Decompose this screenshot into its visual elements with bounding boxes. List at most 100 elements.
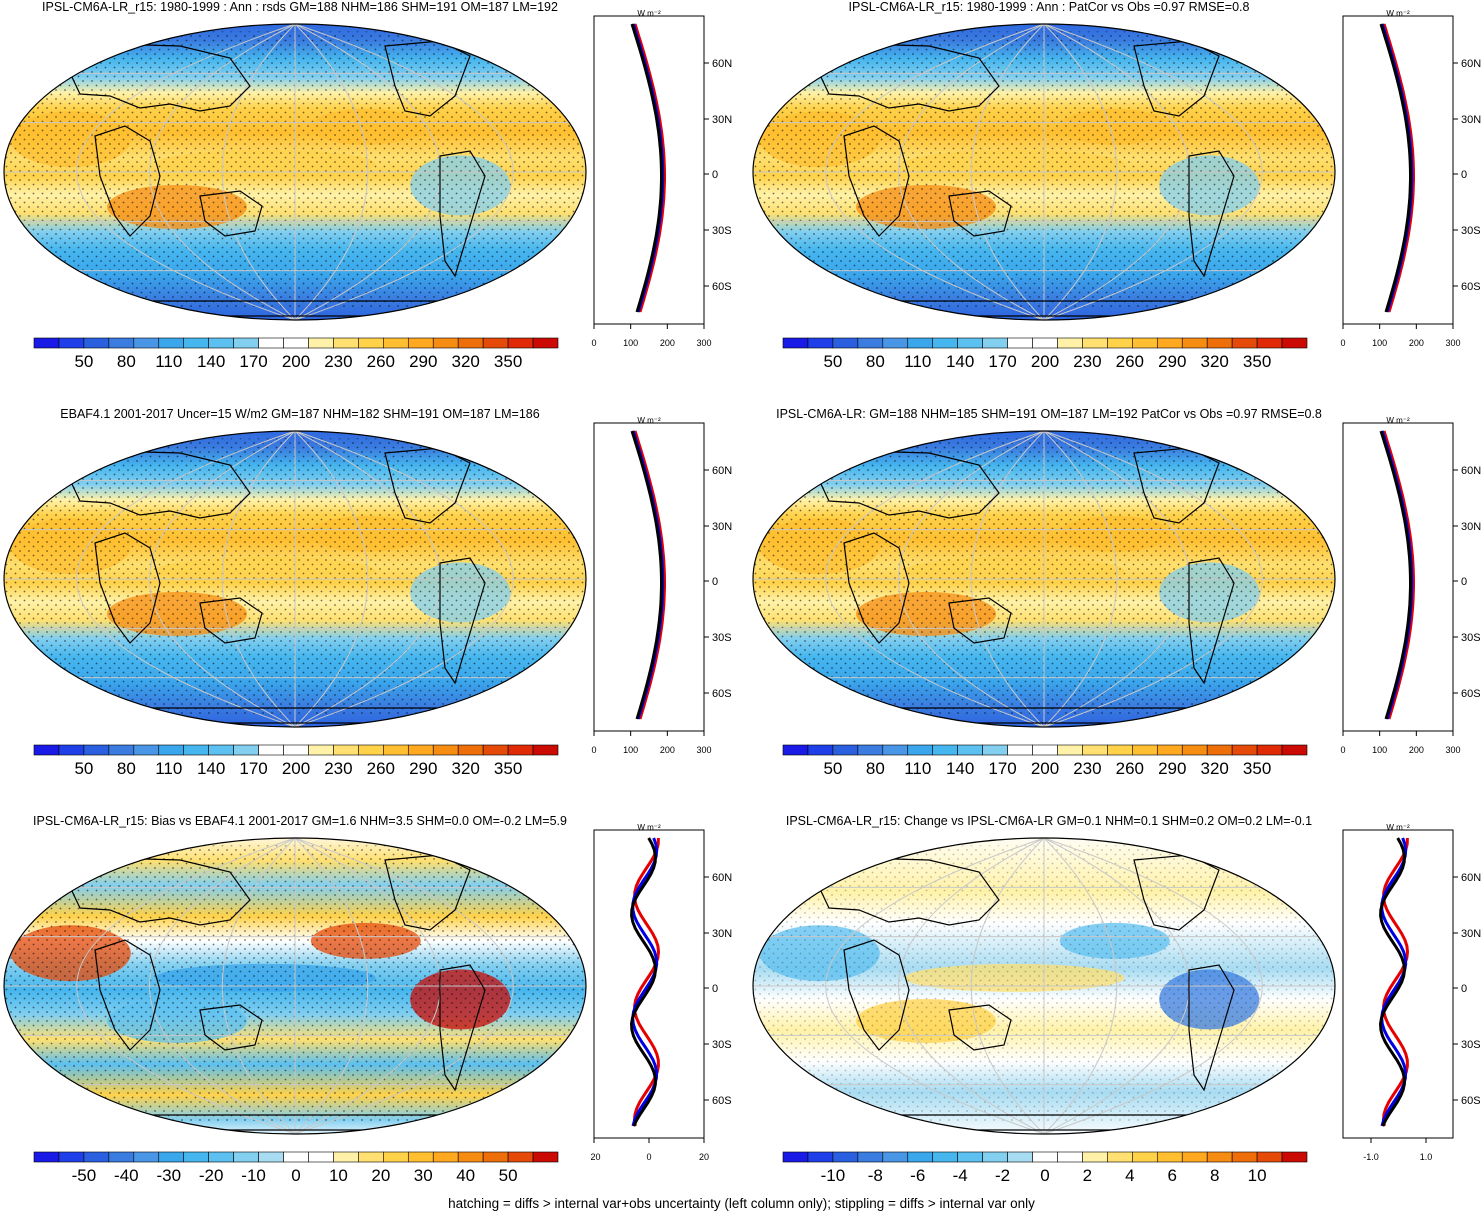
colorbar-label: 50	[823, 759, 842, 778]
colorbar-swatch	[83, 744, 110, 756]
colorbar-label: 50	[499, 1166, 518, 1185]
zonal-tick-label: 300	[696, 745, 711, 755]
figure-footnote: hatching = diffs > internal var+obs unce…	[448, 1196, 1035, 1211]
zonal-curve-red	[1382, 23, 1415, 313]
colorbar-label: 290	[1158, 352, 1186, 371]
lat-tick-label: 30N	[1461, 928, 1481, 940]
colorbar-swatch	[1281, 1151, 1308, 1163]
zonal-unit: W m⁻²	[637, 416, 661, 425]
colorbar-swatch	[782, 1151, 809, 1163]
lat-tick-label: 30N	[1461, 114, 1481, 126]
colorbar-swatch	[857, 1151, 884, 1163]
zonal-mean-plot: W m⁻² 60N 30N 0 30S 60S -1.0 1.0	[1342, 823, 1481, 1162]
colorbar-label: -10	[241, 1166, 266, 1185]
zonal-curve-red	[633, 23, 666, 313]
colorbar-swatch	[158, 337, 185, 349]
colorbar-label: 200	[1031, 352, 1059, 371]
colorbar-swatch	[957, 1151, 983, 1163]
colorbar-swatch	[1132, 1151, 1158, 1163]
lat-tick-label: 60S	[1461, 1095, 1481, 1107]
colorbar-label: -10	[821, 1166, 846, 1185]
colorbar-swatch	[83, 1151, 110, 1163]
colorbar-label: 40	[456, 1166, 475, 1185]
colorbar-swatch	[807, 1151, 834, 1163]
colorbar-swatch	[183, 1151, 209, 1163]
colorbar-swatch	[233, 1151, 259, 1163]
map-outline	[752, 430, 1336, 728]
colorbar-label: 350	[1243, 352, 1271, 371]
colorbar-swatch	[507, 1151, 534, 1163]
lat-tick-label: 30S	[1461, 225, 1481, 237]
zonal-mean-plot: W m⁻² 60N 30N 0 30S 60S 0 100 200 300	[1340, 416, 1481, 755]
colorbar: 50 80 110 140 170 200 230 260 290 320 350	[782, 337, 1308, 371]
zonal-tick-label: 20	[699, 1152, 709, 1162]
zonal-curve-red	[1382, 430, 1415, 720]
colorbar-swatch	[358, 337, 384, 349]
colorbar-label: 80	[866, 352, 885, 371]
panel-title: IPSL-CM6A-LR: GM=188 NHM=185 SHM=191 OM=…	[776, 407, 1322, 421]
colorbar-swatch	[133, 744, 160, 756]
colorbar-swatch	[1032, 744, 1058, 756]
colorbar-swatch	[932, 1151, 958, 1163]
lat-tick-label: 60S	[1461, 281, 1481, 293]
colorbar-swatch	[1057, 337, 1083, 349]
colorbar: -10 -8 -6 -4 -2 0 2 4 6 8 10	[782, 1151, 1308, 1185]
map-field	[753, 24, 1335, 320]
colorbar-label: 110	[155, 759, 182, 778]
zonal-unit: W m⁻²	[1386, 416, 1410, 425]
colorbar-swatch	[1231, 1151, 1258, 1163]
lat-tick-label: 30S	[712, 225, 732, 237]
zonal-tick-label: 200	[660, 745, 675, 755]
colorbar-label: 50	[74, 352, 93, 371]
colorbar-swatch	[982, 744, 1008, 756]
colorbar-swatch	[782, 744, 809, 756]
colorbar-label: 140	[197, 759, 225, 778]
colorbar-swatch	[957, 337, 983, 349]
colorbar-swatch	[333, 744, 359, 756]
colorbar-swatch	[1281, 337, 1308, 349]
colorbar-swatch	[1156, 1151, 1183, 1163]
colorbar-swatch	[283, 337, 309, 349]
colorbar-swatch	[507, 744, 534, 756]
colorbar-swatch	[482, 744, 509, 756]
map-outline	[3, 430, 587, 728]
robinson-map	[3, 837, 587, 1135]
colorbar-swatch	[1181, 337, 1208, 349]
colorbar-swatch	[208, 744, 234, 756]
lat-tick-label: 60S	[712, 688, 732, 700]
colorbar-label: 50	[823, 352, 842, 371]
map-field	[4, 24, 586, 320]
panel-title: IPSL-CM6A-LR_r15: Change vs IPSL-CM6A-LR…	[785, 814, 1313, 828]
colorbar: -50 -40 -30 -20 -10 0 10 20 30 40 50	[33, 1151, 559, 1185]
colorbar-swatch	[482, 337, 509, 349]
colorbar-swatch	[58, 337, 85, 349]
colorbar-swatch	[1082, 744, 1108, 756]
zonal-tick-label: 100	[623, 745, 638, 755]
lat-tick-label: 0	[1461, 169, 1467, 181]
colorbar-swatch	[1082, 1151, 1108, 1163]
colorbar-swatch	[1181, 744, 1208, 756]
colorbar-swatch	[982, 1151, 1008, 1163]
zonal-unit: W m⁻²	[1386, 9, 1410, 18]
colorbar-swatch	[1156, 744, 1183, 756]
colorbar-swatch	[932, 337, 958, 349]
zonal-tick-label: -20	[590, 1152, 601, 1162]
colorbar-swatch	[1206, 1151, 1233, 1163]
colorbar-swatch	[1132, 744, 1158, 756]
zonal-tick-label: 200	[1409, 338, 1424, 348]
zonal-tick-label: 300	[1445, 745, 1460, 755]
colorbar-swatch	[882, 1151, 909, 1163]
colorbar-swatch	[932, 744, 958, 756]
colorbar-label: 170	[239, 759, 267, 778]
colorbar-swatch	[383, 337, 409, 349]
lat-tick-label: 30S	[712, 1039, 732, 1051]
colorbar-label: 170	[239, 352, 267, 371]
colorbar-label: 350	[1243, 759, 1271, 778]
zonal-tick-label: 300	[696, 338, 711, 348]
colorbar-swatch	[183, 337, 209, 349]
colorbar-swatch	[532, 1151, 559, 1163]
colorbar-swatch	[957, 744, 983, 756]
colorbar-label: 20	[371, 1166, 390, 1185]
colorbar-swatch	[432, 1151, 459, 1163]
zonal-tick-label: 100	[1372, 338, 1387, 348]
